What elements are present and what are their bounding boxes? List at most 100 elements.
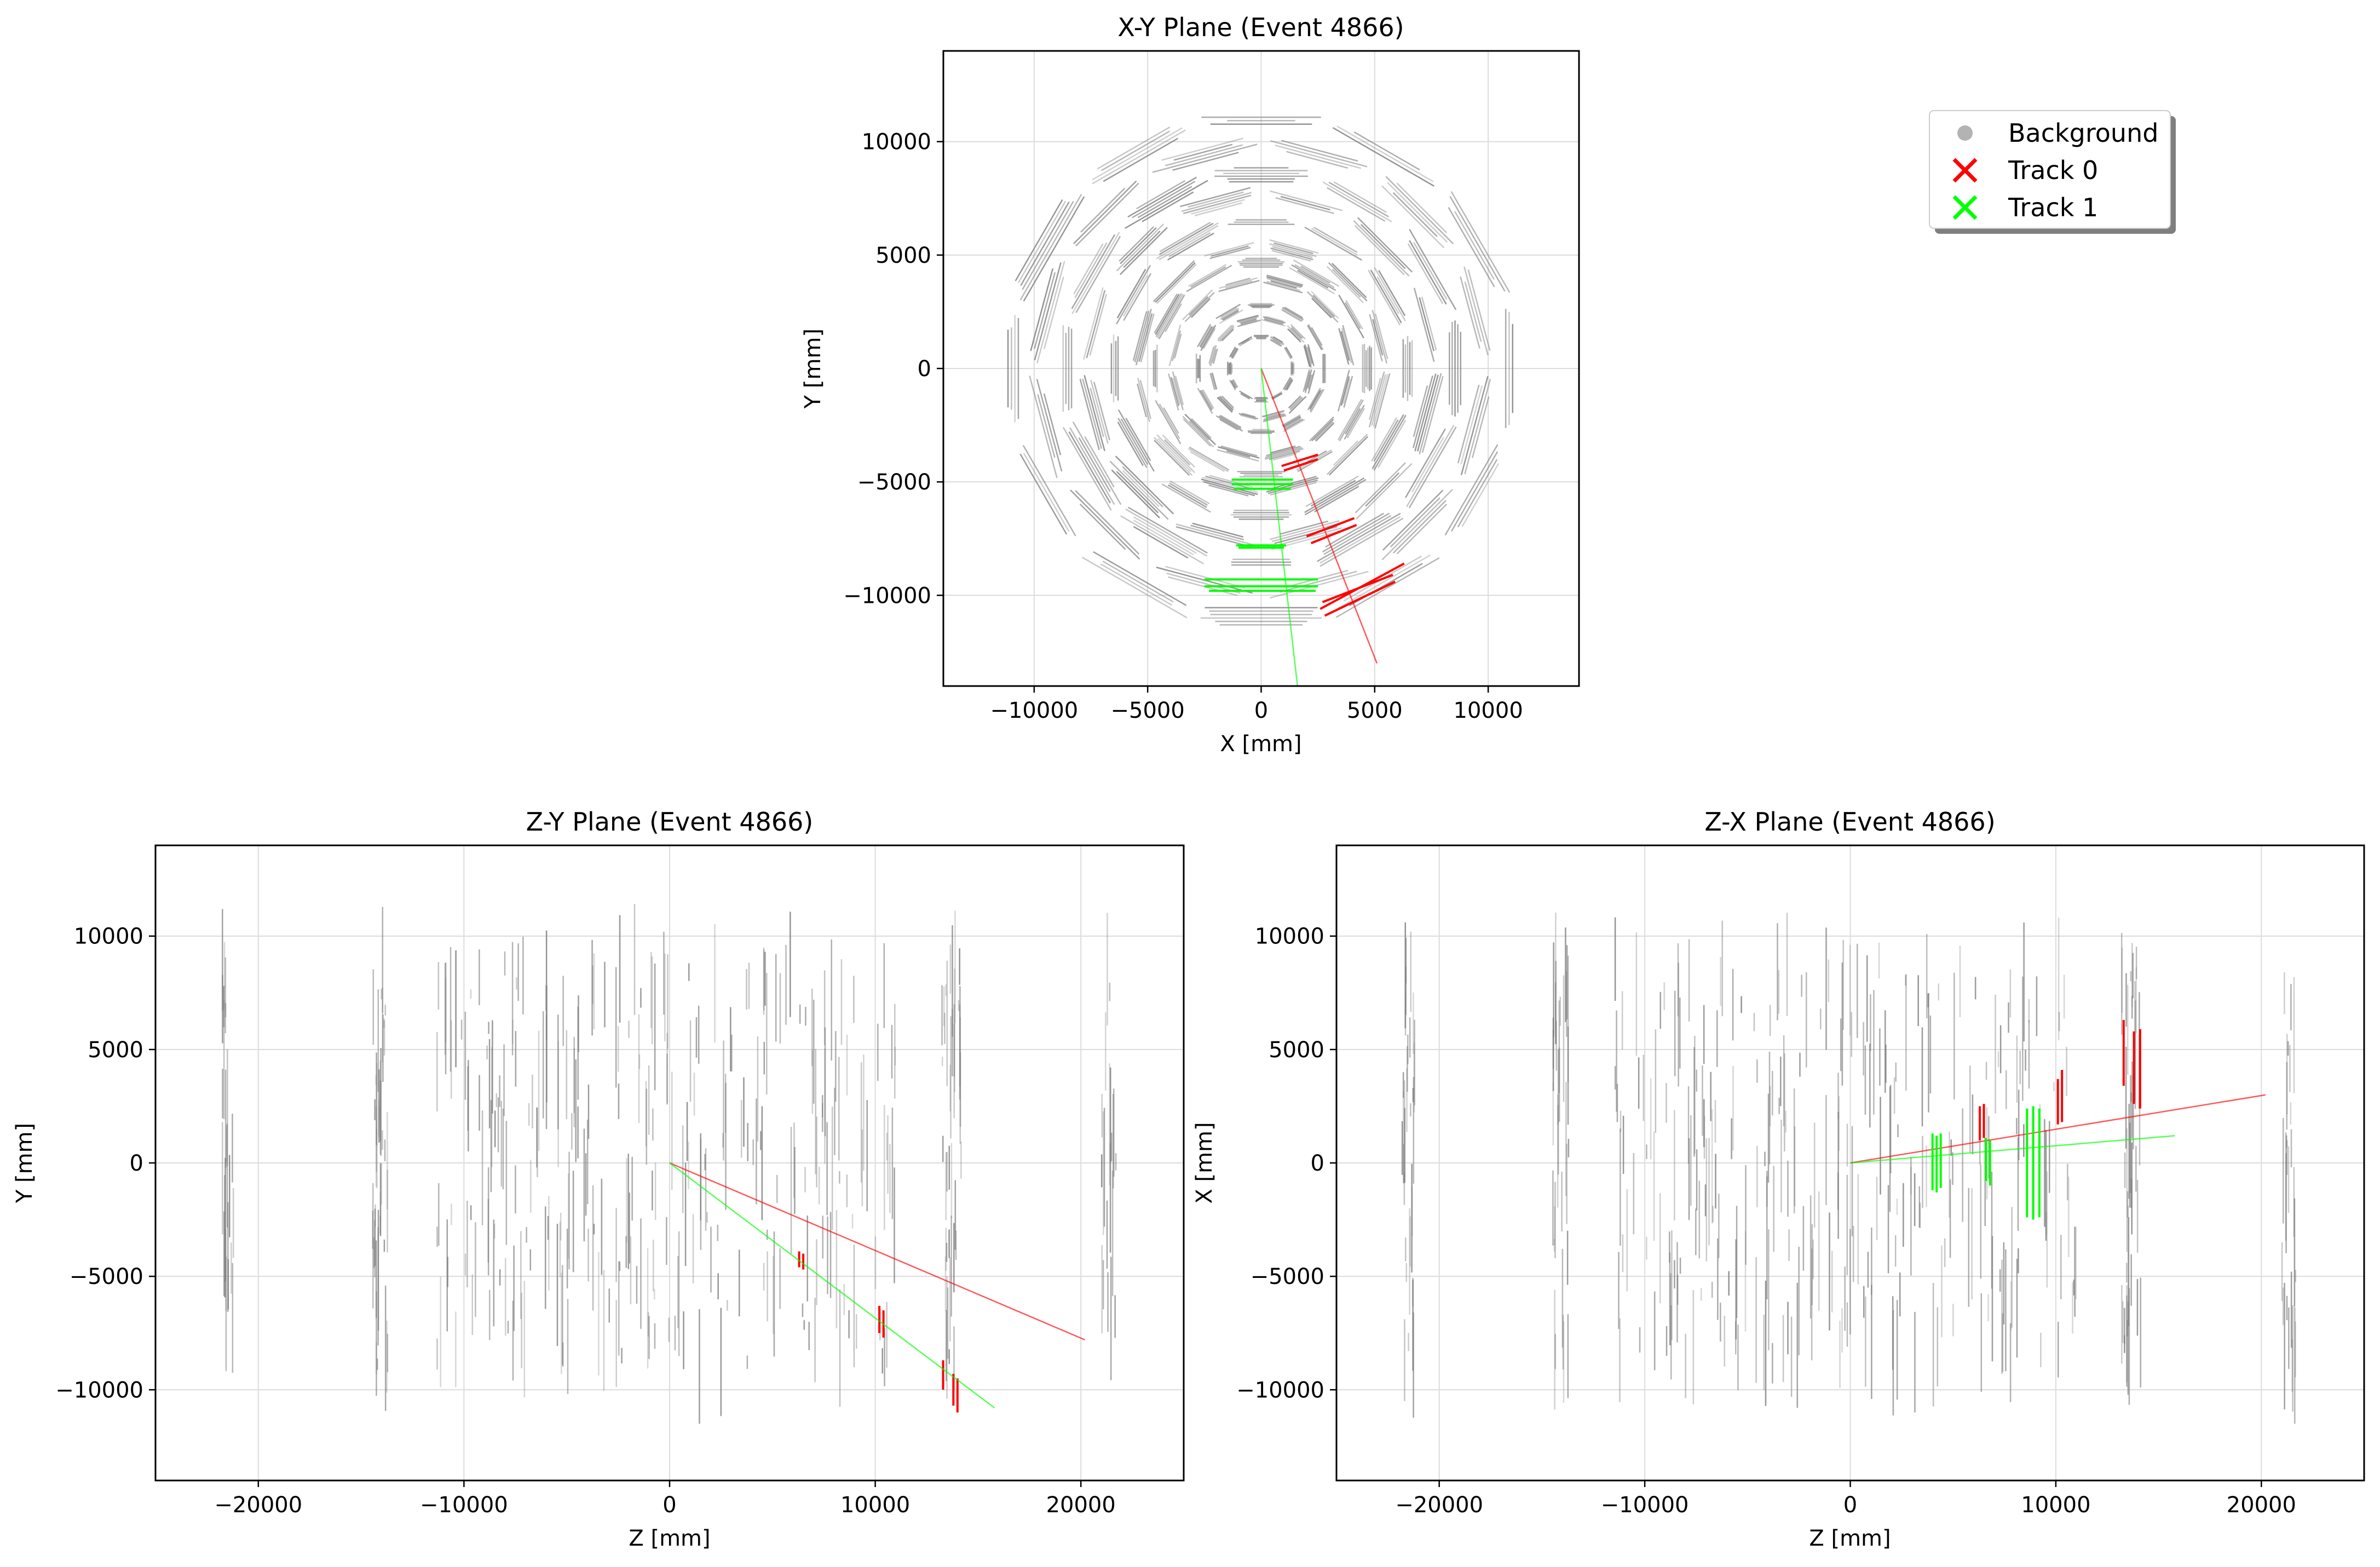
background-hit [1392, 500, 1447, 554]
background-hit [1120, 418, 1149, 465]
background-hit [1123, 275, 1148, 317]
background-hit [1218, 415, 1242, 430]
zx-plane-panel: Z-X Plane (Event 4866) −20000 −10000 0 1000… [1192, 807, 2365, 1551]
background-hit [1283, 417, 1302, 428]
background-hit [1335, 557, 1440, 618]
background-hit [1136, 180, 1186, 210]
background-hit [1218, 446, 1260, 459]
background-hit [1287, 328, 1301, 343]
background-hit [1282, 416, 1301, 427]
background-hit [1317, 512, 1401, 562]
background-hit [1325, 512, 1384, 548]
zy-xtick-label: 0 [662, 1493, 676, 1518]
background-hit [1266, 446, 1301, 457]
background-hit [1082, 556, 1188, 619]
background-hit [1374, 373, 1391, 429]
xy-ytick-label: −10000 [843, 583, 931, 608]
background-hit [1157, 438, 1192, 473]
background-hit [1327, 187, 1386, 222]
background-hit [1205, 475, 1256, 491]
background-hit [1156, 222, 1219, 260]
background-hit [1043, 393, 1062, 456]
background-hit [1346, 407, 1365, 439]
zx-y-ticks: −10000 −5000 0 5000 10000 [1236, 924, 1336, 1403]
background-hit [1305, 475, 1359, 508]
background-hit [1116, 269, 1146, 319]
background-hit [1343, 376, 1353, 408]
background-hit [1328, 181, 1390, 218]
background-hit [1092, 129, 1186, 185]
background-hit [1345, 302, 1361, 329]
background-hit [1304, 344, 1312, 368]
background-hit [1373, 419, 1399, 462]
background-hit [1314, 421, 1334, 441]
background-hit [1345, 299, 1364, 330]
legend-track1-marker [1952, 195, 1978, 220]
background-hit [1265, 315, 1283, 322]
background-hit [1376, 276, 1399, 315]
background-hit [1190, 266, 1226, 288]
background-hit [1172, 152, 1239, 171]
background-hit [1111, 469, 1160, 519]
background-hit [1208, 346, 1214, 364]
background-hit [1155, 400, 1182, 445]
background-hit [1413, 375, 1433, 448]
background-hit [1264, 318, 1283, 325]
xy-track0-hit [1306, 517, 1355, 538]
background-hit [1270, 190, 1343, 211]
background-hit [1219, 395, 1235, 410]
background-hit [1263, 281, 1303, 293]
background-hit [1461, 463, 1500, 527]
background-hit [1200, 326, 1213, 348]
background-hit [1290, 324, 1306, 339]
xy-track0-hit [1283, 458, 1318, 472]
background-hit [1100, 563, 1173, 606]
background-hit [1116, 223, 1165, 272]
background-hit [1219, 309, 1243, 324]
legend-x-stroke [1952, 158, 1978, 183]
background-hit [1444, 444, 1499, 536]
background-hit [1319, 516, 1401, 564]
background-hit [1271, 527, 1342, 548]
background-hit [1269, 239, 1319, 254]
background-hit [1204, 241, 1254, 257]
background-hit [1015, 199, 1063, 281]
background-hit [1137, 378, 1150, 422]
background-hit [1297, 451, 1333, 473]
background-hit [1230, 380, 1236, 389]
background-hit [1286, 379, 1294, 391]
background-hit [1188, 191, 1244, 208]
background-hit [1236, 314, 1259, 322]
background-hit [1411, 436, 1444, 493]
background-hit [1070, 489, 1140, 560]
xy-x-ticks: −10000 −5000 0 5000 10000 [990, 686, 1523, 723]
background-hit [1194, 202, 1243, 217]
background-hit [1022, 201, 1074, 290]
background-hit [1173, 143, 1233, 161]
xy-ytick-label: 10000 [862, 130, 931, 155]
background-hit [1037, 394, 1056, 458]
background-hit [1408, 426, 1457, 509]
background-hit [1454, 211, 1495, 280]
legend-label-track1: Track 1 [2008, 193, 2098, 222]
background-hit [1209, 373, 1215, 390]
background-hit [1191, 199, 1245, 215]
background-hit [1306, 291, 1339, 323]
background-hit [1168, 373, 1179, 411]
background-hit [1281, 309, 1303, 322]
background-hit [1374, 313, 1388, 359]
background-hit [1266, 274, 1304, 286]
xy-track0-hit [1322, 574, 1393, 603]
background-hit [1310, 389, 1325, 413]
background-hit [1197, 388, 1213, 414]
background-hit [1336, 125, 1434, 182]
background-hit [1307, 375, 1312, 389]
background-hit [1275, 197, 1334, 215]
xy-track0-hit [1281, 453, 1318, 468]
background-hit [1356, 463, 1413, 520]
background-hit [1036, 378, 1063, 472]
background-hit [1270, 339, 1282, 347]
background-hit [1289, 329, 1301, 341]
background-hit [1161, 137, 1243, 161]
background-hit [1307, 344, 1315, 366]
